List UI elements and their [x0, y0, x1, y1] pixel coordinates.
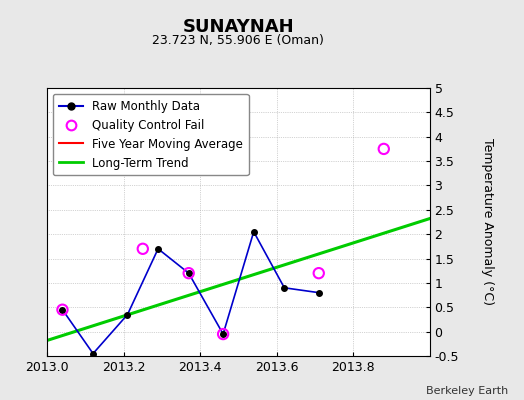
- Point: [58, 306, 67, 313]
- Point: [184, 270, 193, 276]
- Point: [219, 331, 227, 337]
- Text: 23.723 N, 55.906 E (Oman): 23.723 N, 55.906 E (Oman): [152, 34, 324, 47]
- Point: [314, 270, 323, 276]
- Point: [379, 146, 388, 152]
- Text: Berkeley Earth: Berkeley Earth: [426, 386, 508, 396]
- Legend: Raw Monthly Data, Quality Control Fail, Five Year Moving Average, Long-Term Tren: Raw Monthly Data, Quality Control Fail, …: [53, 94, 249, 176]
- Y-axis label: Temperature Anomaly (°C): Temperature Anomaly (°C): [481, 138, 494, 306]
- Point: [139, 246, 147, 252]
- Text: SUNAYNAH: SUNAYNAH: [182, 18, 294, 36]
